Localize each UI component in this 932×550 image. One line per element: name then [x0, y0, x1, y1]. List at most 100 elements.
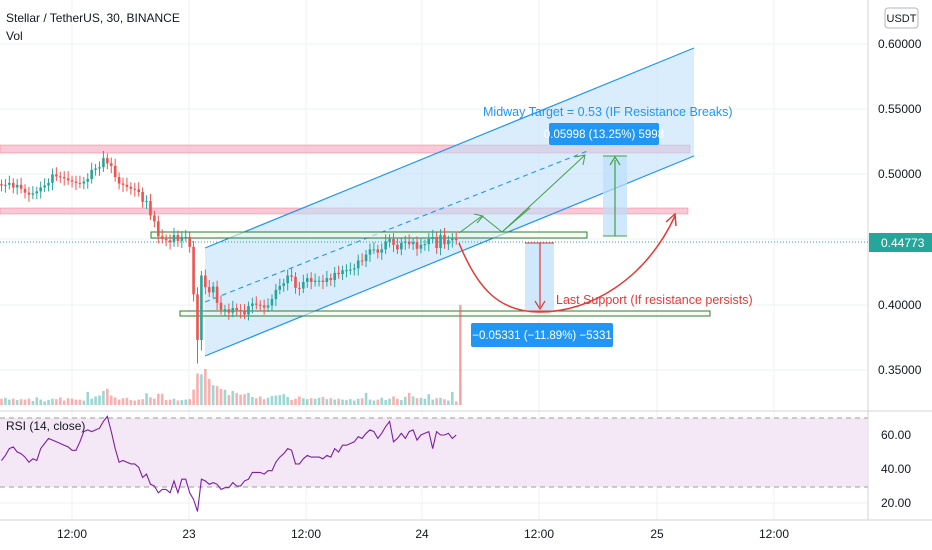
candle[interactable]	[333, 266, 336, 288]
candle[interactable]	[439, 229, 442, 256]
candle[interactable]	[313, 273, 317, 287]
candle[interactable]	[164, 234, 168, 247]
bullish-path-1[interactable]	[458, 155, 585, 234]
candle[interactable]	[47, 178, 50, 192]
candle[interactable]	[329, 273, 333, 286]
rsi-line[interactable]	[1, 415, 457, 512]
candle[interactable]	[106, 153, 109, 170]
candle[interactable]	[145, 195, 148, 209]
candle[interactable]	[211, 281, 215, 299]
candle[interactable]	[368, 243, 372, 262]
candle[interactable]	[98, 161, 101, 176]
candle[interactable]	[309, 272, 313, 290]
candle[interactable]	[157, 215, 160, 244]
candle[interactable]	[380, 243, 384, 260]
candle[interactable]	[90, 162, 93, 184]
candle[interactable]	[372, 242, 376, 254]
candle[interactable]	[227, 303, 231, 320]
candle[interactable]	[219, 295, 223, 315]
candle[interactable]	[141, 187, 144, 208]
upper-support-box[interactable]	[150, 231, 588, 239]
candle[interactable]	[364, 250, 368, 267]
candle[interactable]	[396, 237, 399, 254]
candle[interactable]	[62, 171, 66, 186]
candle[interactable]	[153, 210, 156, 228]
lower-support-box[interactable]	[179, 310, 711, 317]
candle[interactable]	[255, 296, 258, 310]
upside-measure-tool[interactable]	[603, 155, 627, 237]
candle[interactable]	[70, 175, 74, 188]
candle[interactable]	[168, 234, 172, 250]
candle[interactable]	[443, 227, 446, 249]
downside-measure-tool[interactable]	[525, 242, 554, 312]
candle[interactable]	[192, 240, 195, 302]
candle[interactable]	[215, 280, 219, 311]
candle[interactable]	[235, 303, 238, 316]
candle[interactable]	[423, 239, 427, 251]
candle[interactable]	[109, 157, 113, 174]
candle[interactable]	[160, 229, 164, 244]
candle[interactable]	[102, 150, 105, 172]
candle[interactable]	[133, 182, 137, 197]
candle[interactable]	[341, 265, 344, 281]
candle[interactable]	[258, 300, 262, 312]
candle[interactable]	[419, 237, 423, 254]
candle[interactable]	[23, 184, 27, 199]
candle[interactable]	[427, 233, 431, 252]
candle[interactable]	[74, 175, 78, 191]
candle[interactable]	[19, 177, 23, 194]
candle[interactable]	[282, 278, 286, 292]
support-boxes[interactable]	[150, 231, 711, 317]
candle[interactable]	[403, 235, 407, 251]
candle[interactable]	[392, 233, 395, 252]
candle[interactable]	[345, 264, 348, 278]
candle[interactable]	[137, 182, 140, 197]
candle[interactable]	[66, 171, 70, 185]
bearish-projection[interactable]	[458, 212, 677, 313]
candle[interactable]	[172, 227, 176, 247]
candle[interactable]	[223, 304, 227, 316]
bullish-projection[interactable]	[458, 154, 586, 234]
candle[interactable]	[43, 178, 46, 193]
candle[interactable]	[274, 283, 278, 307]
candle[interactable]	[411, 237, 415, 251]
candle[interactable]	[15, 178, 19, 195]
volume-indicator-label[interactable]: Vol	[6, 29, 23, 43]
candle[interactable]	[39, 181, 42, 199]
symbol-title[interactable]: Stellar / TetherUS, 30, BINANCE	[6, 11, 180, 25]
candle[interactable]	[278, 278, 282, 295]
candle[interactable]	[321, 274, 325, 290]
candle[interactable]	[415, 236, 419, 256]
candle[interactable]	[86, 173, 90, 189]
candle[interactable]	[353, 263, 356, 276]
candle[interactable]	[451, 233, 454, 248]
candle[interactable]	[4, 178, 7, 193]
currency-badge[interactable]: USDT	[884, 7, 919, 29]
last-support-label[interactable]: Last Support (If resistance persists)	[556, 293, 753, 307]
rsi-indicator-label[interactable]: RSI (14, close)	[6, 419, 85, 433]
candle[interactable]	[35, 186, 39, 200]
candle[interactable]	[298, 281, 301, 296]
candle[interactable]	[360, 253, 364, 266]
candle[interactable]	[270, 294, 274, 312]
candle[interactable]	[305, 273, 309, 288]
currency-badge-box[interactable]	[884, 7, 919, 29]
candle[interactable]	[407, 234, 411, 249]
midway-target-label[interactable]: Midway Target = 0.53 (IF Resistance Brea…	[483, 105, 733, 119]
time-axis[interactable]: 12:00 23 12:00 24 12:00 25 12:00	[57, 527, 789, 541]
candle[interactable]	[11, 178, 15, 194]
candle[interactable]	[286, 269, 289, 291]
candle[interactable]	[251, 297, 254, 314]
candle[interactable]	[200, 270, 203, 351]
candle[interactable]	[121, 177, 125, 193]
candle[interactable]	[384, 234, 387, 254]
candle[interactable]	[290, 268, 293, 282]
candle[interactable]	[376, 244, 380, 259]
candle[interactable]	[388, 234, 391, 248]
candle[interactable]	[349, 262, 352, 275]
candle[interactable]	[356, 254, 360, 276]
candle[interactable]	[55, 167, 58, 181]
rsi-pane[interactable]	[0, 415, 868, 512]
candle[interactable]	[8, 175, 11, 190]
